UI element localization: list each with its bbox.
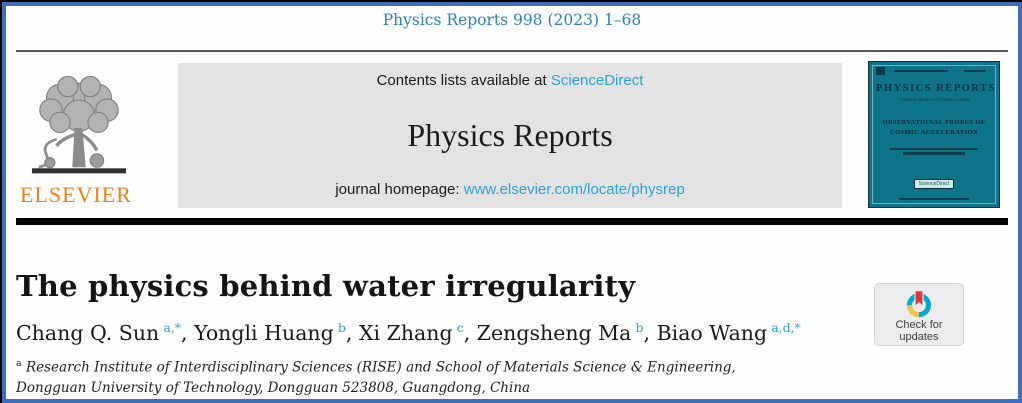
author-affil-marks: a,d,* <box>771 320 801 335</box>
check-for-updates-badge[interactable]: Check for updates <box>874 283 964 346</box>
elsevier-logo: ELSEVIER <box>16 61 164 208</box>
sciencedirect-link[interactable]: ScienceDirect <box>550 72 644 89</box>
cover-mini-logo <box>876 67 885 75</box>
author: Zengsheng Ma b <box>476 320 644 345</box>
author-list: Chang Q. Sun a,*, Yongli Huang b, Xi Zha… <box>16 320 801 345</box>
author: Yongli Huang b <box>194 320 346 345</box>
header-rule <box>16 50 1008 52</box>
elsevier-wordmark: ELSEVIER <box>20 182 132 207</box>
cover-feature-title: OBSERVATIONAL PROBES OF COSMIC ACCELERAT… <box>882 119 986 136</box>
cover-text-placeholder <box>894 69 949 73</box>
author: Biao Wang a,d,* <box>656 320 801 345</box>
journal-reference: Physics Reports 998 (2023) 1–68 <box>382 11 642 29</box>
article-title: The physics behind water irregularity <box>16 269 636 303</box>
elsevier-tree-icon <box>31 75 127 174</box>
cover-masthead: PHYSICS REPORTS <box>876 83 996 94</box>
journal-title: Physics Reports <box>407 116 613 153</box>
journal-banner: ELSEVIER Contents lists available at Sci… <box>16 61 1010 208</box>
contents-prefix: Contents lists available at <box>376 72 547 89</box>
author: Xi Zhang c <box>358 320 464 345</box>
author-affil-marks: a,* <box>163 320 182 335</box>
cover-top-row <box>876 67 992 75</box>
cover-column: PHYSICS REPORTS A Review Section of Phys… <box>858 61 1010 208</box>
journal-info-box: Contents lists available at ScienceDirec… <box>178 63 842 208</box>
cover-authors-placeholder <box>876 147 992 155</box>
homepage-url-link[interactable]: www.elsevier.com/locate/physrep <box>463 181 685 198</box>
homepage-prefix: journal homepage: <box>335 181 460 198</box>
cover-text-placeholder <box>963 69 986 73</box>
section-divider-bar <box>16 218 1008 225</box>
author: Chang Q. Sun a,* <box>16 320 182 345</box>
cover-subtitle: A Review Section of Physics Letters <box>898 97 970 102</box>
cover-url-placeholder <box>899 197 969 200</box>
cover-sciencedirect-box: ScienceDirect <box>913 178 955 189</box>
crossmark-icon <box>907 290 931 318</box>
badge-label: Check for updates <box>895 319 943 343</box>
journal-cover-thumbnail[interactable]: PHYSICS REPORTS A Review Section of Phys… <box>868 61 1000 208</box>
affiliation-mark: a <box>16 358 22 369</box>
affiliation-a: a Research Institute of Interdisciplinar… <box>16 358 736 396</box>
contents-line: Contents lists available at ScienceDirec… <box>186 72 834 89</box>
author-affil-marks: c <box>456 320 464 335</box>
author-affil-marks: b <box>635 320 644 335</box>
author-affil-marks: b <box>337 320 346 335</box>
homepage-line: journal homepage: www.elsevier.com/locat… <box>186 181 834 198</box>
